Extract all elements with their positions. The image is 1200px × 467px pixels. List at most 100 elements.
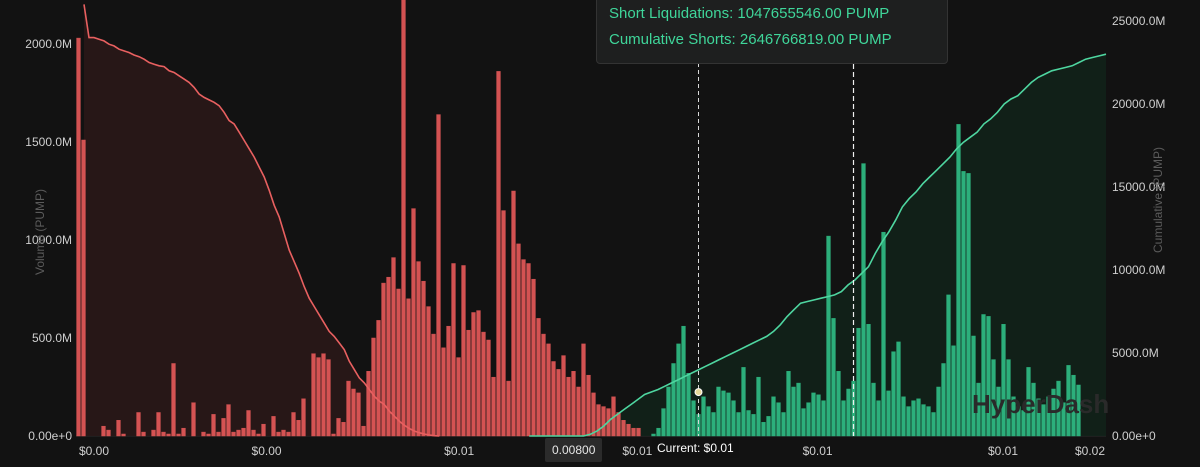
short-liquidation-bar xyxy=(721,390,726,437)
short-liquidation-bar xyxy=(781,412,786,437)
long-liquidation-bar xyxy=(201,431,206,437)
short-liquidation-bar xyxy=(846,388,851,437)
long-liquidation-bar xyxy=(521,259,526,437)
short-liquidation-bar xyxy=(826,235,831,437)
x-tick-label: $0.00 xyxy=(79,444,109,458)
short-liquidation-bar xyxy=(701,396,706,437)
short-liquidation-bar xyxy=(1071,374,1076,437)
long-liquidation-bar xyxy=(446,325,451,437)
short-liquidation-bar xyxy=(991,359,996,437)
short-liquidation-bar xyxy=(776,402,781,437)
long-liquidation-bar xyxy=(586,374,591,437)
short-liquidation-bar xyxy=(711,412,716,437)
short-liquidation-bar xyxy=(771,396,776,437)
long-liquidation-bar xyxy=(321,353,326,437)
tooltip: Short Liquidations: 1047655546.00 PUMP C… xyxy=(596,0,948,64)
hover-point-marker xyxy=(694,388,703,397)
long-liquidation-bar xyxy=(246,410,251,437)
long-liquidation-bar xyxy=(426,306,431,437)
long-liquidation-bar xyxy=(351,388,356,437)
long-liquidation-bar xyxy=(581,343,586,437)
y-axis-ticks: 0.00e+0 500.0M 1000.0M 1500.0M 2000.0M xyxy=(25,37,72,443)
short-liquidation-bar xyxy=(716,386,721,437)
short-liquidation-bar xyxy=(981,314,986,437)
long-liquidation-bar xyxy=(546,343,551,437)
y-tick-label: 500.0M xyxy=(32,331,72,345)
long-liquidation-bar xyxy=(436,114,441,437)
short-liquidation-bar xyxy=(691,400,696,437)
y2-axis-title: Cumulative (PUMP) xyxy=(1151,147,1165,253)
short-liquidation-bar xyxy=(651,433,656,437)
long-liquidation-bar xyxy=(511,190,516,437)
y2-tick-label: 5000.0M xyxy=(1112,346,1159,360)
long-liquidation-bar xyxy=(561,355,566,437)
long-liquidation-bar xyxy=(441,347,446,437)
short-liquidation-bar xyxy=(811,392,816,437)
short-liquidation-bar xyxy=(1056,380,1061,437)
long-liquidation-bar xyxy=(421,280,426,437)
long-liquidation-bar xyxy=(261,423,266,437)
short-liquidation-bar xyxy=(941,363,946,437)
short-liquidation-bar xyxy=(661,408,666,437)
long-liquidation-bar xyxy=(256,433,261,437)
long-liquidation-bar xyxy=(481,331,486,437)
short-liquidation-bar xyxy=(966,173,971,437)
short-liquidation-bar xyxy=(911,400,916,437)
long-liquidation-bar xyxy=(461,265,466,437)
long-liquidation-bar xyxy=(486,339,491,437)
current-price-label: Current: $0.01 xyxy=(652,438,739,458)
short-liquidation-bar xyxy=(996,386,1001,437)
long-liquidation-bar xyxy=(381,282,386,437)
long-cumulative-line xyxy=(83,4,440,437)
short-liquidation-bar xyxy=(1021,410,1026,437)
long-liquidation-bar xyxy=(101,425,106,437)
y2-tick-label: 10000.0M xyxy=(1112,263,1165,277)
short-liquidation-bar xyxy=(861,163,866,437)
long-liquidation-bar xyxy=(181,427,186,437)
short-liquidation-bar xyxy=(1041,404,1046,437)
long-liquidation-bar xyxy=(331,433,336,437)
long-liquidation-bar xyxy=(601,406,606,437)
long-liquidation-bar xyxy=(431,333,436,437)
y2-axis-ticks: 0.00e+0 5000.0M 10000.0M 15000.0M 20000.0M 25… xyxy=(1112,14,1165,443)
long-liquidation-bar xyxy=(501,210,506,437)
long-liquidation-bar xyxy=(386,276,391,437)
long-liquidation-bar xyxy=(541,333,546,437)
y2-tick-label: 20000.0M xyxy=(1112,97,1165,111)
long-liquidation-bar xyxy=(136,412,141,437)
long-liquidation-bar xyxy=(226,404,231,437)
short-liquidation-bar xyxy=(656,427,661,437)
long-liquidation-bar xyxy=(116,420,121,437)
short-liquidation-bar xyxy=(686,373,691,437)
short-liquidation-bar xyxy=(951,345,956,437)
long-liquidation-bar xyxy=(171,363,176,437)
short-liquidation-bar xyxy=(741,367,746,437)
y2-tick-label: 15000.0M xyxy=(1112,180,1165,194)
long-liquidation-bar xyxy=(191,402,196,437)
short-liquidation-bar xyxy=(681,325,686,437)
short-liquidation-bar xyxy=(801,408,806,437)
long-liquidation-bar xyxy=(406,298,411,437)
hover-price-label: 0.00800 xyxy=(545,438,603,462)
long-cumulative-area xyxy=(84,4,440,437)
short-liquidation-bar xyxy=(796,382,801,437)
short-liquidation-bar xyxy=(671,363,676,437)
short-liquidation-bar xyxy=(696,414,701,437)
short-cumulative-line xyxy=(529,53,1107,437)
y2-tick-label: 25000.0M xyxy=(1112,14,1165,28)
long-liquidation-bar xyxy=(526,263,531,437)
long-liquidation-bar xyxy=(326,359,331,437)
short-liquidation-bar xyxy=(976,382,981,437)
long-liquidation-bar xyxy=(301,398,306,437)
long-liquidation-bar xyxy=(281,429,286,437)
short-liquidation-bar xyxy=(891,351,896,437)
long-liquidation-bar xyxy=(591,392,596,437)
short-liquidation-bar xyxy=(806,402,811,437)
long-liquidation-bar xyxy=(236,429,241,437)
long-liquidation-bar xyxy=(176,433,181,437)
short-liquidation-bar xyxy=(1051,388,1056,437)
cumulative-lines xyxy=(83,4,1107,437)
long-liquidation-bar xyxy=(296,420,301,437)
markers xyxy=(694,0,855,436)
